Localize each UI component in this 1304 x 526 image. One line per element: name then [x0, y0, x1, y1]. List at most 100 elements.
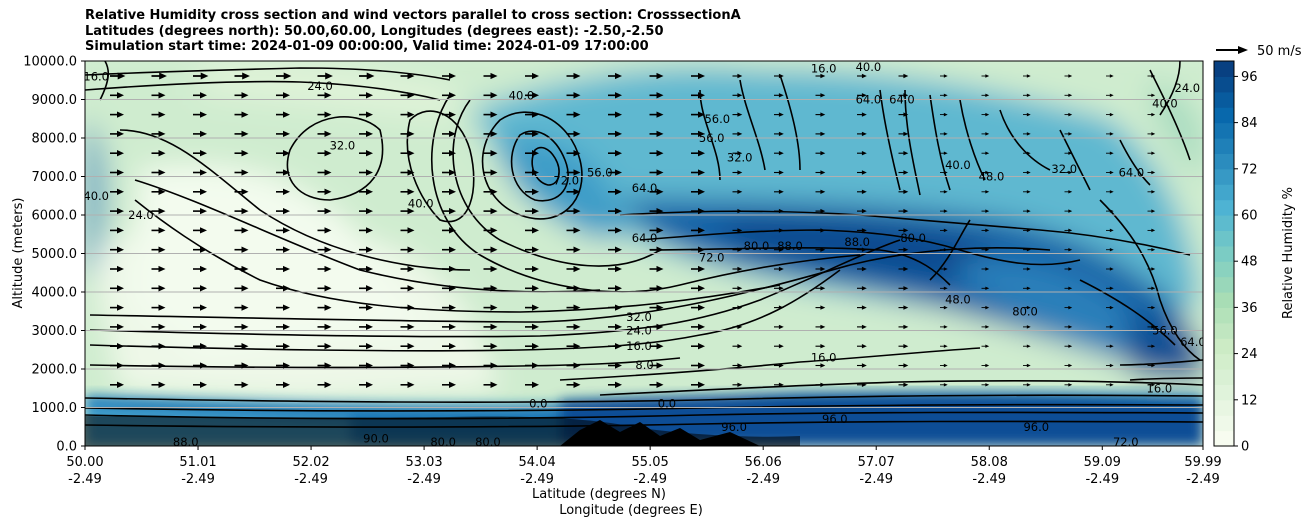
wind-vector-arrowhead: [449, 304, 456, 311]
wind-vector-arrowhead: [200, 130, 207, 138]
wind-vector-arrowhead: [1068, 151, 1073, 155]
wind-vector-arrowhead: [573, 381, 581, 388]
wind-vector-arrowhead: [283, 207, 290, 215]
wind-vector-arrowhead: [985, 228, 990, 233]
wind-vector-arrowhead: [943, 228, 948, 233]
colorbar-tick-label: 96: [1241, 70, 1258, 85]
x-tick-label-longitude: -2.49: [1186, 472, 1220, 487]
wind-vector-arrowhead: [778, 150, 784, 156]
title-line-2: Latitudes (degrees north): 50.00,60.00, …: [85, 23, 664, 39]
wind-vector-arrowhead: [1151, 151, 1156, 155]
wind-vector-arrowhead: [573, 207, 581, 215]
y-tick-label: 9000.0: [32, 93, 78, 108]
y-tick-label: 8000.0: [32, 132, 78, 147]
wind-vector-arrowhead: [778, 189, 784, 195]
wind-vector-arrowhead: [943, 190, 948, 194]
wind-vector-arrowhead: [283, 362, 290, 369]
wind-vector-arrowhead: [490, 323, 498, 331]
y-axis-ticks: 0.0 1000.0 2000.0 3000.0 4000.0 5000.0 6000.0 7…: [23, 55, 85, 455]
x-tick-label-latitude: 52.02: [292, 455, 329, 470]
wind-vector-arrowhead: [861, 228, 867, 233]
colorbar-segment: [1214, 199, 1234, 216]
wind-vector-arrowhead: [449, 343, 456, 350]
wind-vector-arrowhead: [1068, 112, 1073, 117]
colorbar-frame: [1213, 60, 1235, 447]
wind-vector-arrowhead: [449, 188, 456, 195]
x-axis-label-latitude: Latitude (degrees N): [532, 487, 666, 502]
contour-label: 64.0: [632, 231, 658, 245]
wind-vector-arrowhead: [200, 227, 207, 234]
y-tick-label: 4000.0: [32, 286, 78, 301]
wind-vector-arrowhead: [820, 247, 826, 252]
wind-vector-arrowhead: [1109, 112, 1114, 117]
wind-vector-arrowhead: [449, 150, 456, 157]
wind-vector-arrowhead: [241, 169, 249, 176]
wind-vector-arrowhead: [117, 381, 124, 388]
x-tick-label-longitude: -2.49: [294, 472, 328, 487]
wind-vector-arrowhead: [1109, 267, 1114, 271]
wind-vector-arrowhead: [861, 324, 867, 330]
contour-label: 90.0: [363, 431, 389, 445]
wind-vector-arrowhead: [615, 169, 622, 176]
wind-vector-arrowhead: [943, 286, 948, 291]
wind-vector-arrowhead: [200, 188, 207, 195]
wind-vector-arrowhead: [656, 130, 664, 138]
wind-vector-arrowhead: [615, 323, 622, 331]
wind-vector-arrowhead: [324, 323, 332, 331]
wind-vector-arrowhead: [1151, 247, 1156, 252]
colorbar-segment: [1214, 338, 1234, 355]
wind-vector-arrowhead: [1068, 190, 1073, 194]
wind-vector-arrowhead: [200, 381, 207, 388]
wind-vector-arrowhead: [1068, 267, 1073, 271]
wind-vector-arrowhead: [532, 207, 539, 215]
wind-vector-arrowhead: [158, 381, 166, 388]
wind-vector-arrowhead: [985, 344, 990, 348]
wind-vector-arrowhead: [1026, 228, 1031, 233]
wind-vector-arrowhead: [861, 363, 867, 368]
y-tick-label: 5000.0: [32, 247, 78, 262]
wind-vector-arrowhead: [1026, 190, 1031, 194]
contour-label: 0.0: [529, 397, 547, 411]
wind-vector-arrowhead: [861, 266, 867, 272]
x-tick-label-latitude: 56.06: [745, 455, 782, 470]
wind-vector-arrowhead: [532, 285, 539, 292]
wind-vector-arrowhead: [158, 92, 166, 99]
contour-label: 96.0: [721, 420, 747, 434]
wind-vector-arrowhead: [366, 304, 373, 311]
wind-vector-arrowhead: [158, 323, 166, 331]
wind-vector-arrowhead: [241, 381, 249, 388]
contour-label: 24.0: [307, 79, 333, 93]
wind-vector-arrowhead: [366, 169, 373, 176]
colorbar-segment: [1214, 292, 1234, 308]
wind-vector-arrowhead: [615, 92, 622, 99]
contour-label: 32.0: [330, 139, 356, 153]
wind-vector-arrowhead: [324, 111, 332, 118]
wind-vector-arrowhead: [985, 267, 990, 271]
wind-vector-arrowhead: [943, 344, 948, 348]
wind-vector-arrowhead: [943, 209, 948, 213]
wind-vector-arrowhead: [737, 189, 743, 195]
wind-vector-arrowhead: [698, 304, 705, 311]
wind-vector-arrowhead: [1151, 112, 1156, 117]
wind-vector-arrowhead: [573, 169, 581, 176]
contour-label: 56.0: [1152, 324, 1178, 338]
wind-vector-arrowhead: [737, 208, 743, 214]
contour-label: 40.0: [856, 60, 882, 74]
wind-vector-arrowhead: [241, 227, 249, 234]
wind-vector-arrowhead: [573, 227, 581, 234]
colorbar-segment: [1214, 122, 1234, 139]
wind-vector-arrowhead: [820, 150, 826, 156]
wind-vector-arrowhead: [573, 304, 581, 311]
wind-vector-arrowhead: [283, 285, 290, 292]
colorbar-segment: [1214, 230, 1234, 247]
wind-vector-arrowhead: [615, 381, 622, 388]
colorbar-tick-label: 84: [1241, 116, 1258, 131]
wind-vector-arrowhead: [283, 343, 290, 350]
x-tick-label-longitude: -2.49: [68, 472, 102, 487]
wind-vector-arrowhead: [117, 227, 124, 234]
wind-vector-arrowhead: [615, 343, 622, 350]
wind-vector-arrowhead: [861, 247, 867, 252]
wind-vector-arrowhead: [1026, 344, 1031, 348]
wind-vector-arrowhead: [324, 381, 332, 388]
colorbar-segment: [1214, 353, 1234, 370]
